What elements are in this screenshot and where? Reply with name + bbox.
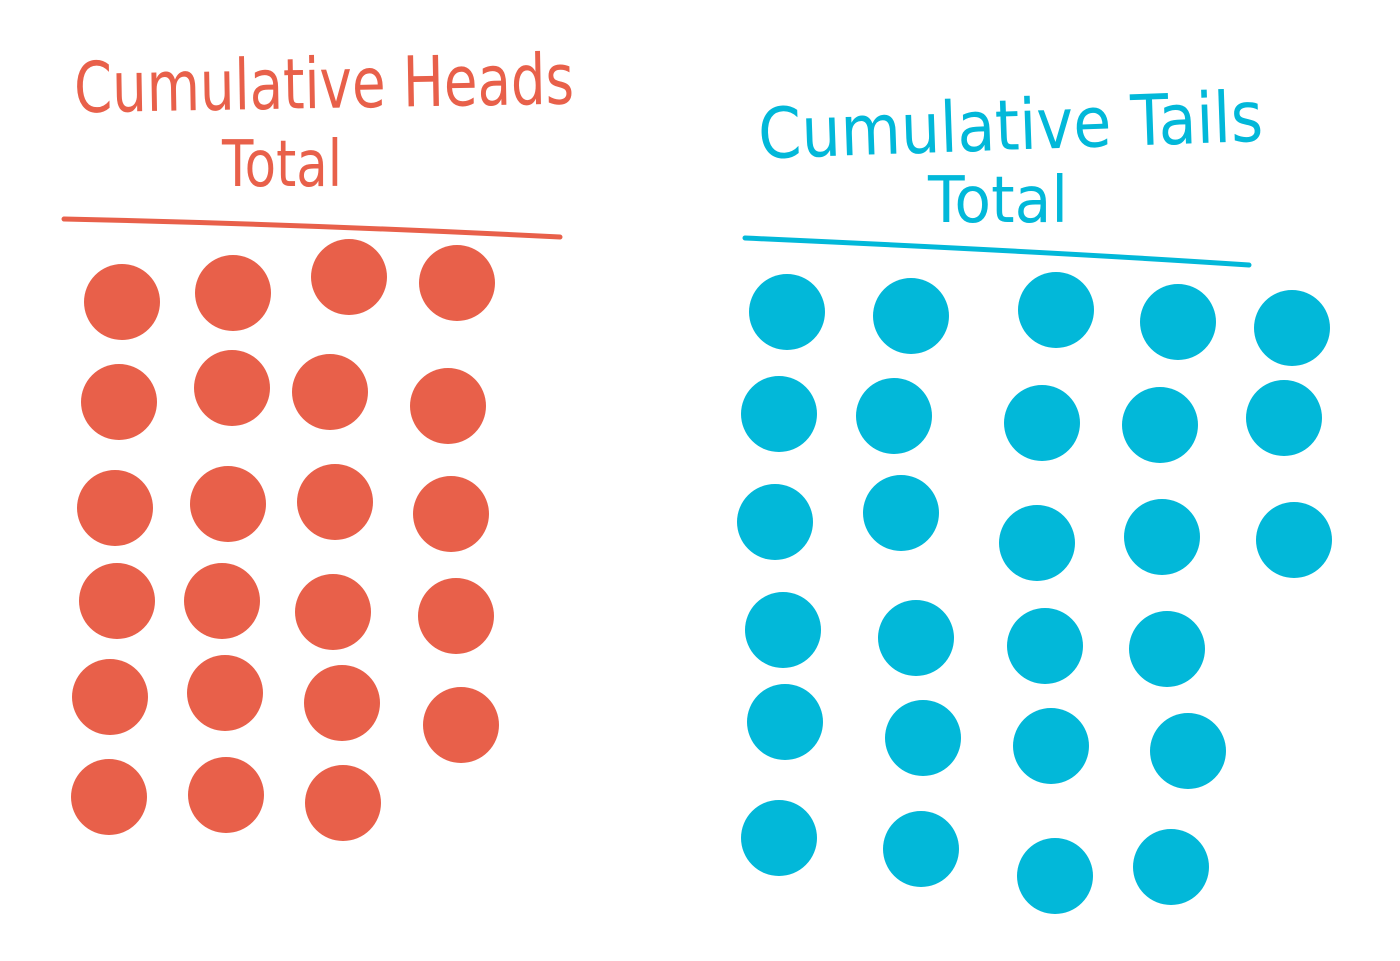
tails-dot-group (737, 272, 1332, 914)
heads-underline (61, 216, 563, 240)
tails-dot (1013, 708, 1089, 784)
tails-dot (863, 475, 939, 551)
tails-dot (741, 800, 817, 876)
tails-dot (749, 274, 825, 350)
tails-dot (1246, 380, 1322, 456)
tails-dot (885, 700, 961, 776)
tails-panel: Cumulative Tails Total (737, 76, 1332, 914)
heads-dot-group (71, 239, 499, 841)
tails-dot (1007, 608, 1083, 684)
tails-underline (742, 235, 1252, 268)
heads-dot (72, 659, 148, 735)
heads-dot (84, 264, 160, 340)
tails-dot (747, 684, 823, 760)
tails-dot (873, 278, 949, 354)
heads-dot (77, 470, 153, 546)
heads-dot (295, 574, 371, 650)
heads-dot (188, 757, 264, 833)
heads-dot (190, 466, 266, 542)
heads-dot (79, 563, 155, 639)
tails-dot (1256, 502, 1332, 578)
heads-dot (81, 364, 157, 440)
tails-dot (737, 484, 813, 560)
heads-dot (305, 765, 381, 841)
heads-title-line1: Cumulative Heads (73, 39, 574, 130)
tails-dot (1124, 499, 1200, 575)
heads-dot (194, 350, 270, 426)
heads-dot (187, 655, 263, 731)
heads-dot (292, 354, 368, 430)
heads-dot (419, 245, 495, 321)
heads-dot (71, 759, 147, 835)
heads-dot (423, 687, 499, 763)
tails-dot (741, 376, 817, 452)
heads-title-line2: Total (221, 128, 342, 202)
heads-dot (195, 255, 271, 331)
tails-dot (745, 592, 821, 668)
tails-dot (1122, 387, 1198, 463)
tails-dot (1129, 611, 1205, 687)
tails-dot (856, 378, 932, 454)
tails-title-line2: Total (927, 164, 1068, 238)
tails-dot (1150, 713, 1226, 789)
heads-panel: Cumulative Heads Total (61, 39, 575, 841)
tails-dot (883, 811, 959, 887)
heads-dot (304, 665, 380, 741)
tails-dot (1018, 272, 1094, 348)
tails-dot (1017, 838, 1093, 914)
tails-dot (1133, 829, 1209, 905)
tails-dot (878, 600, 954, 676)
heads-dot (418, 578, 494, 654)
heads-dot (410, 368, 486, 444)
heads-dot (413, 476, 489, 552)
heads-dot (311, 239, 387, 315)
tails-dot (1004, 385, 1080, 461)
tails-dot (1140, 284, 1216, 360)
tails-dot (999, 505, 1075, 581)
heads-dot (297, 464, 373, 540)
heads-dot (184, 563, 260, 639)
tails-dot (1254, 290, 1330, 366)
tails-title-line1: Cumulative Tails (757, 76, 1265, 176)
